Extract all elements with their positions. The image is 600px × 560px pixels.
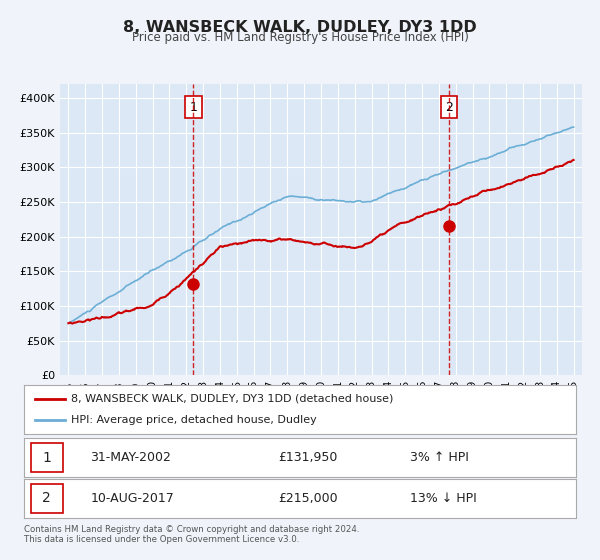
Text: 1: 1 [42, 450, 51, 465]
Text: £215,000: £215,000 [278, 492, 338, 505]
Text: Price paid vs. HM Land Registry's House Price Index (HPI): Price paid vs. HM Land Registry's House … [131, 31, 469, 44]
Text: 3% ↑ HPI: 3% ↑ HPI [410, 451, 469, 464]
Text: 8, WANSBECK WALK, DUDLEY, DY3 1DD: 8, WANSBECK WALK, DUDLEY, DY3 1DD [123, 20, 477, 35]
Text: £131,950: £131,950 [278, 451, 337, 464]
Text: This data is licensed under the Open Government Licence v3.0.: This data is licensed under the Open Gov… [24, 535, 299, 544]
Text: 2: 2 [42, 492, 51, 505]
Text: 13% ↓ HPI: 13% ↓ HPI [410, 492, 477, 505]
Text: 2: 2 [445, 101, 453, 114]
Text: HPI: Average price, detached house, Dudley: HPI: Average price, detached house, Dudl… [71, 415, 317, 425]
FancyBboxPatch shape [31, 442, 62, 473]
Text: Contains HM Land Registry data © Crown copyright and database right 2024.: Contains HM Land Registry data © Crown c… [24, 525, 359, 534]
Text: 10-AUG-2017: 10-AUG-2017 [90, 492, 174, 505]
Text: 1: 1 [190, 101, 197, 114]
Text: 8, WANSBECK WALK, DUDLEY, DY3 1DD (detached house): 8, WANSBECK WALK, DUDLEY, DY3 1DD (detac… [71, 394, 393, 404]
Text: 31-MAY-2002: 31-MAY-2002 [90, 451, 171, 464]
FancyBboxPatch shape [31, 483, 62, 514]
